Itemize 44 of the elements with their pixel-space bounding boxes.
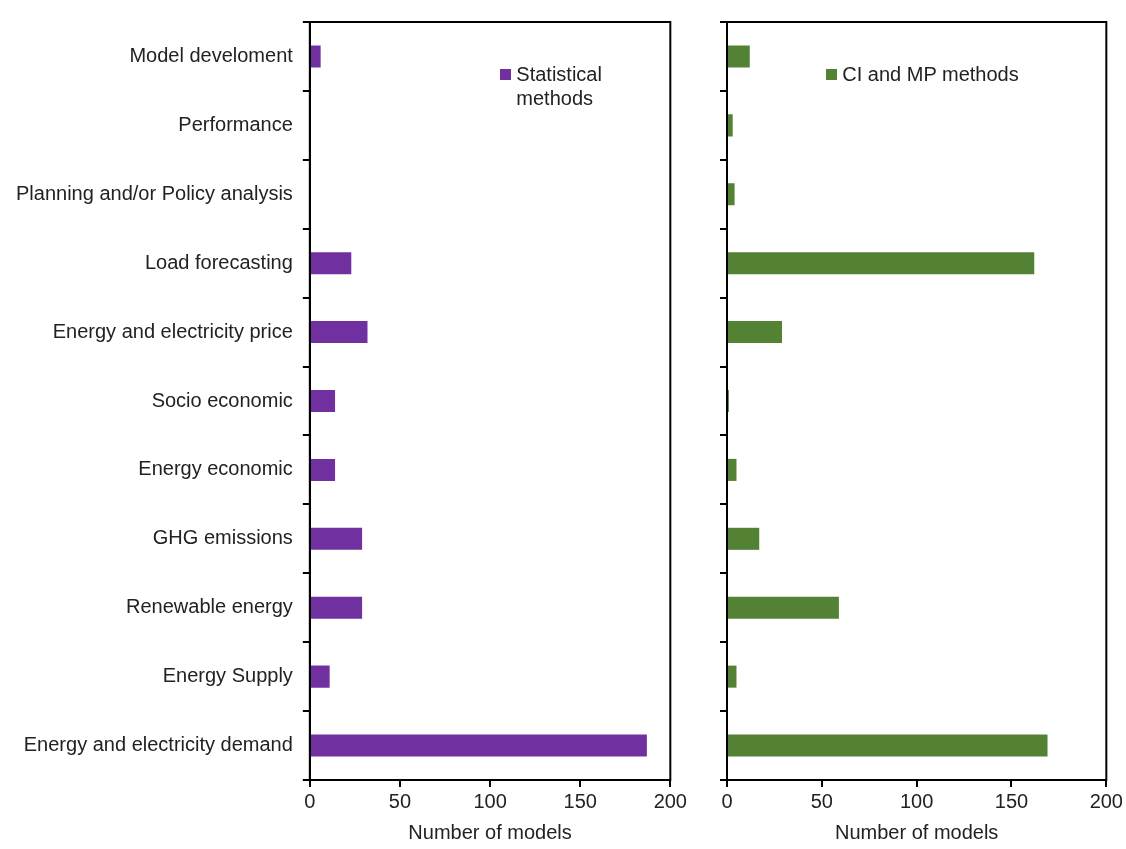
bar xyxy=(310,321,368,344)
x-tick-label: 0 xyxy=(721,789,733,812)
y-tick-label: GHG emissions xyxy=(152,526,293,549)
bar xyxy=(728,734,1048,757)
y-tick-label: Planning and/or Policy analysis xyxy=(16,181,293,204)
y-tick-label: Energy economic xyxy=(138,457,293,480)
x-tick-label: 50 xyxy=(810,789,833,812)
bar xyxy=(310,527,363,550)
bar xyxy=(728,114,733,137)
bar xyxy=(728,321,782,344)
x-axis-title: Number of models xyxy=(834,820,999,843)
bar xyxy=(728,183,735,206)
bar xyxy=(310,252,352,275)
y-tick-label: Socio economic xyxy=(151,388,293,411)
bar xyxy=(310,389,336,413)
bar xyxy=(728,596,839,619)
x-tick-label: 150 xyxy=(994,789,1029,812)
y-tick-label: Model develoment xyxy=(129,43,294,66)
bar xyxy=(310,734,647,757)
y-tick-label: Renewable energy xyxy=(126,595,293,618)
legend-label: Statistical methods xyxy=(516,62,603,110)
x-tick-label: 200 xyxy=(653,789,687,812)
bar xyxy=(728,45,750,68)
y-tick-label: Energy and electricity price xyxy=(52,319,293,342)
x-tick-label: 150 xyxy=(563,789,597,812)
bar xyxy=(728,252,1035,275)
bar xyxy=(310,665,330,688)
y-tick-label: Load forecasting xyxy=(144,250,293,273)
bar xyxy=(310,458,336,481)
bar xyxy=(310,45,321,68)
x-tick-label: 50 xyxy=(388,789,412,812)
bar xyxy=(728,527,760,550)
y-tick-label: Performance xyxy=(178,112,293,135)
bar xyxy=(728,665,737,688)
x-tick-label: 100 xyxy=(473,789,507,812)
x-axis-title: Number of models xyxy=(408,820,572,843)
x-tick-label: 0 xyxy=(304,789,316,812)
bar xyxy=(310,596,363,619)
bar xyxy=(728,458,737,481)
legend-label: CI and MP methods xyxy=(842,62,1019,86)
y-tick-label: Energy Supply xyxy=(162,664,293,687)
x-tick-label: 100 xyxy=(899,789,934,812)
x-tick-label: 200 xyxy=(1089,789,1123,812)
y-tick-label: Energy and electricity demand xyxy=(23,733,293,756)
